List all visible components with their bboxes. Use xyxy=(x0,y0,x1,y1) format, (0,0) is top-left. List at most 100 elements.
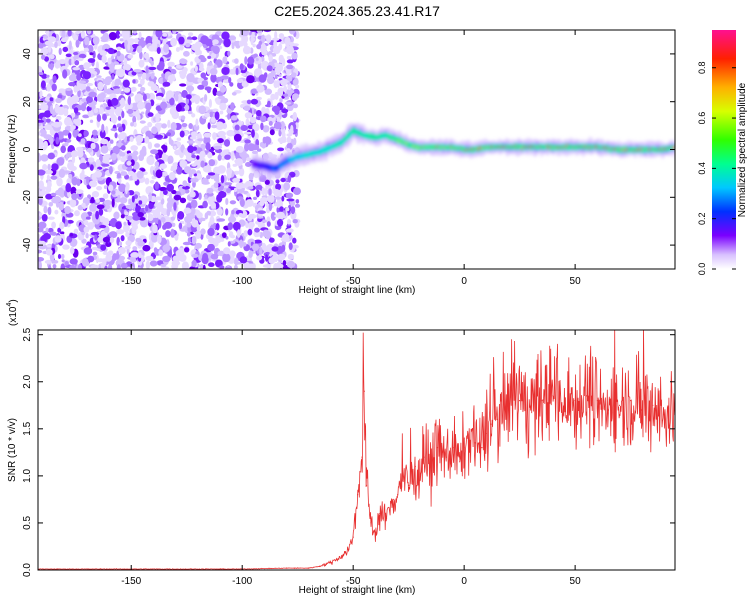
noise-speck xyxy=(125,215,134,221)
noise-speck xyxy=(203,136,211,145)
noise-speck xyxy=(107,47,115,55)
noise-speck xyxy=(49,136,54,145)
noise-speck xyxy=(140,78,145,86)
noise-speck xyxy=(76,72,82,81)
noise-speck xyxy=(88,91,97,98)
noise-speck xyxy=(62,129,70,136)
noise-speck xyxy=(201,255,209,265)
noise-speck xyxy=(167,119,171,128)
noise-speck xyxy=(105,253,113,262)
noise-speck xyxy=(183,50,190,57)
noise-speck xyxy=(69,264,76,269)
noise-speck xyxy=(278,43,283,51)
noise-speck xyxy=(63,108,69,117)
noise-speck xyxy=(56,177,63,187)
noise-speck xyxy=(136,170,144,179)
noise-speck xyxy=(212,132,217,141)
noise-speck xyxy=(243,230,249,237)
noise-speck xyxy=(100,244,107,251)
noise-speck xyxy=(244,56,248,65)
noise-speck xyxy=(72,34,78,39)
noise-speck xyxy=(128,252,132,259)
noise-speck xyxy=(89,119,94,124)
noise-speck xyxy=(116,264,121,269)
noise-speck xyxy=(236,229,241,238)
noise-speck xyxy=(116,229,125,235)
noise-speck xyxy=(99,107,104,114)
noise-speck xyxy=(191,113,196,118)
noise-speck xyxy=(38,221,47,229)
noise-speck xyxy=(273,62,280,68)
noise-speck xyxy=(232,221,241,231)
noise-speck xyxy=(64,261,69,266)
noise-speck xyxy=(71,192,78,201)
noise-speck xyxy=(98,263,102,269)
noise-speck xyxy=(231,209,235,215)
noise-speck xyxy=(113,61,119,66)
noise-speck xyxy=(125,103,129,111)
noise-speck xyxy=(244,112,253,119)
noise-speck xyxy=(279,98,283,103)
noise-speck xyxy=(227,222,234,231)
noise-speck xyxy=(227,35,237,41)
noise-speck xyxy=(267,100,271,108)
noise-speck xyxy=(192,146,197,151)
noise-speck xyxy=(170,37,178,47)
noise-speck xyxy=(207,172,216,176)
noise-speck xyxy=(160,263,167,268)
noise-speck xyxy=(278,130,282,137)
noise-speck xyxy=(103,84,108,92)
noise-speck xyxy=(99,224,107,229)
noise-speck xyxy=(69,258,78,265)
noise-speck xyxy=(194,65,198,72)
noise-speck xyxy=(138,200,143,205)
noise-speck xyxy=(38,197,43,206)
noise-speck xyxy=(268,120,273,126)
noise-speck xyxy=(253,53,258,58)
noise-speck xyxy=(188,87,192,96)
noise-speck xyxy=(236,78,244,84)
noise-speck xyxy=(54,41,58,49)
noise-speck xyxy=(269,129,275,136)
noise-speck xyxy=(198,67,205,72)
noise-speck xyxy=(147,121,153,128)
noise-speck xyxy=(216,208,223,216)
noise-speck xyxy=(112,145,120,155)
noise-speck xyxy=(135,135,144,144)
noise-speck xyxy=(292,237,297,244)
noise-speck xyxy=(116,50,121,57)
noise-speck xyxy=(87,222,96,228)
noise-speck xyxy=(145,102,152,111)
noise-speck xyxy=(99,50,108,56)
noise-speck xyxy=(213,145,223,149)
noise-speck xyxy=(181,123,188,128)
noise-speck xyxy=(160,198,165,205)
noise-speck xyxy=(174,234,179,241)
noise-speck xyxy=(215,236,222,244)
noise-speck xyxy=(38,105,42,109)
noise-speck xyxy=(186,94,192,100)
noise-speck xyxy=(155,116,160,123)
noise-speck xyxy=(246,193,251,198)
noise-speck xyxy=(52,75,57,84)
noise-speck xyxy=(292,43,299,47)
noise-speck xyxy=(209,111,213,118)
noise-speck xyxy=(94,170,102,178)
noise-speck xyxy=(132,79,136,84)
noise-speck xyxy=(113,88,122,95)
noise-speck xyxy=(98,216,106,223)
noise-speck xyxy=(148,66,157,71)
noise-speck xyxy=(251,31,255,36)
noise-speck xyxy=(51,83,57,92)
chart-title: C2E5.2024.365.23.41.R17 xyxy=(274,3,440,19)
noise-speck xyxy=(224,154,231,160)
noise-speck xyxy=(185,43,191,48)
noise-speck xyxy=(72,128,80,138)
noise-speck xyxy=(250,88,259,94)
noise-speck xyxy=(222,253,231,263)
noise-speck xyxy=(162,32,168,37)
noise-speck xyxy=(79,80,86,84)
noise-speck xyxy=(295,84,300,89)
noise-speck xyxy=(227,113,231,120)
noise-speck xyxy=(216,218,226,222)
